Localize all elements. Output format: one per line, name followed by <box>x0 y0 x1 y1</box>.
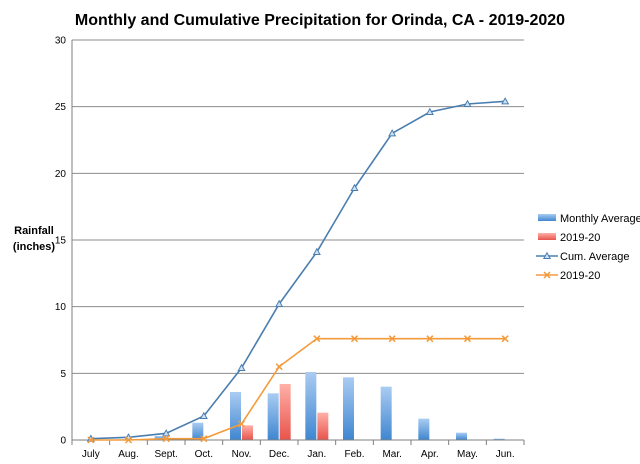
x-tick-label: Oct. <box>195 449 213 460</box>
point-cum-2019-20 <box>237 420 246 428</box>
point-cum-average <box>199 411 208 420</box>
y-tick-label: 10 <box>55 302 67 313</box>
lines <box>86 97 510 444</box>
point-cum-2019-20 <box>463 335 472 343</box>
point-cum-average <box>237 363 246 372</box>
x-tick-label: Jan. <box>307 449 326 460</box>
y-tick-label: 20 <box>55 169 67 180</box>
bar-monthly-average <box>493 438 505 440</box>
chart-title: Monthly and Cumulative Precipitation for… <box>75 12 565 29</box>
x-tick-label: May. <box>457 449 478 460</box>
y-tick-label: 0 <box>60 436 66 447</box>
point-cum-average <box>312 247 321 256</box>
bar-monthly-average <box>192 422 204 440</box>
bar-monthly-average <box>230 392 241 440</box>
bar-monthly-2019-20 <box>242 425 253 440</box>
bar-monthly-2019-20 <box>279 384 291 440</box>
legend-label: Cum. Average <box>560 251 630 263</box>
point-cum-2019-20 <box>350 335 359 343</box>
point-cum-average <box>162 429 171 437</box>
axes <box>71 40 525 445</box>
y-tick-label: 15 <box>55 236 67 247</box>
bar-monthly-2019-20 <box>317 412 329 440</box>
line-cum-average <box>90 100 506 440</box>
y-tick-label: 5 <box>60 369 66 380</box>
legend-label: 2019-20 <box>560 270 600 282</box>
legend-marker-triangle <box>542 251 552 260</box>
x-tick-label: Apr. <box>421 449 439 460</box>
legend-label: 2019-20 <box>560 232 600 244</box>
x-tick-label: Aug. <box>118 449 139 460</box>
bar-monthly-average <box>418 418 430 440</box>
bars <box>79 372 505 441</box>
x-tick-label: Feb. <box>344 449 364 460</box>
bar-monthly-average <box>456 432 467 440</box>
legend-swatch-bar <box>538 233 556 240</box>
x-tick-label: Jun. <box>496 449 515 460</box>
line-cum-2019-20 <box>90 337 506 441</box>
point-cum-average <box>350 183 359 192</box>
bar-monthly-average <box>343 377 354 440</box>
y-axis-label-line1: Rainfall <box>14 225 54 237</box>
x-tick-label: Mar. <box>382 449 401 460</box>
legend-label: Monthly Average <box>560 213 640 225</box>
y-tick-label: 25 <box>55 102 67 113</box>
y-axis-label-line2: (inches) <box>13 241 56 253</box>
point-cum-average <box>425 107 434 116</box>
point-cum-average <box>463 99 472 108</box>
x-tick-label: Nov. <box>232 449 252 460</box>
x-tick-label: Dec. <box>269 449 290 460</box>
y-tick-label: 30 <box>55 36 67 47</box>
x-tick-label: July <box>82 449 100 460</box>
point-cum-2019-20 <box>501 335 509 343</box>
point-cum-2019-20 <box>313 335 321 343</box>
bar-monthly-average <box>154 436 166 440</box>
legend: Monthly Average 2019-20 Cum. Average 2019-2… <box>536 213 640 282</box>
x-tick-label: Sept. <box>154 449 177 460</box>
point-cum-2019-20 <box>87 436 95 444</box>
point-cum-average <box>501 97 510 105</box>
point-cum-2019-20 <box>200 435 208 443</box>
point-cum-average <box>388 129 397 137</box>
point-cum-2019-20 <box>124 436 133 444</box>
point-cum-2019-20 <box>426 335 434 343</box>
point-cum-2019-20 <box>162 435 170 443</box>
legend-swatch-bar <box>538 214 556 221</box>
bar-monthly-average <box>305 372 317 440</box>
bar-monthly-average <box>267 393 279 440</box>
point-cum-2019-20 <box>388 335 396 343</box>
point-cum-2019-20 <box>275 363 283 371</box>
bar-monthly-average <box>380 386 392 440</box>
point-cum-average <box>275 299 284 308</box>
tick-labels: 0 5 10 15 20 25 30 July Aug. Sept. Oct. Nov. Dec. Jan… <box>55 36 515 461</box>
legend-marker-x <box>543 271 551 279</box>
gridlines <box>72 39 524 374</box>
